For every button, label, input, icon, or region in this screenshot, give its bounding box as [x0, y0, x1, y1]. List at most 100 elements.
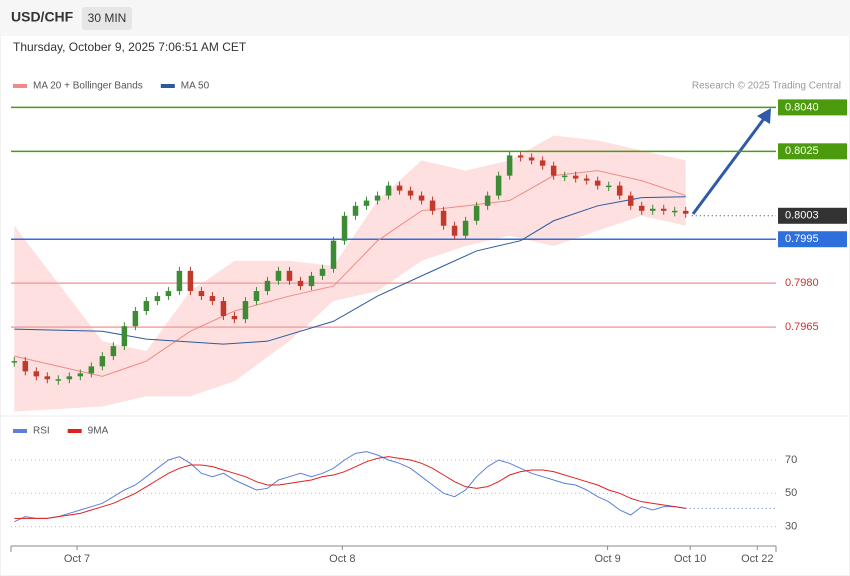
- candle-body: [242, 301, 249, 320]
- candle-body: [319, 268, 326, 276]
- candle-body: [176, 270, 183, 292]
- candle-body: [121, 326, 128, 347]
- candle-body: [165, 291, 172, 297]
- candle-body: [429, 200, 436, 211]
- datetime: Thursday, October 9, 2025 7:06:51 AM CET: [13, 40, 247, 54]
- timeframe-badge[interactable]: [82, 7, 132, 30]
- candle-body: [539, 160, 546, 166]
- rsi-line: [14, 451, 686, 523]
- x-tick-label: Oct 7: [64, 553, 90, 565]
- candle-body: [572, 175, 579, 179]
- candle-body: [638, 205, 645, 211]
- level-label-box: [778, 143, 847, 160]
- candle-body: [330, 240, 337, 269]
- candle-body: [374, 195, 381, 201]
- candle-body: [341, 215, 348, 241]
- candle-body: [583, 178, 590, 181]
- candle-body: [451, 225, 458, 236]
- legend-swatch: [67, 429, 82, 433]
- candle-body: [407, 190, 414, 196]
- legend-swatch: [13, 429, 27, 433]
- y-tick-label: 50: [785, 487, 797, 499]
- candle-body: [396, 185, 403, 191]
- candle-body: [187, 270, 194, 292]
- source: Research © 2025 Trading Central: [692, 81, 841, 92]
- candle-body: [352, 205, 359, 216]
- level-label: 0.8040: [785, 101, 819, 113]
- candle-body: [561, 175, 568, 178]
- candle-body: [462, 220, 469, 236]
- x-tick-label: Oct 8: [329, 553, 355, 565]
- candle-body: [682, 210, 689, 214]
- candle-body: [649, 208, 656, 211]
- level-label: 0.7965: [785, 321, 819, 333]
- level-label-box: [778, 99, 847, 116]
- candle-body: [616, 185, 623, 196]
- candle-body: [418, 195, 425, 201]
- legend-label: 9MA: [88, 426, 109, 437]
- candle-body: [44, 376, 51, 380]
- candle-body: [385, 185, 392, 196]
- candle-body: [440, 210, 447, 226]
- candle-body: [660, 208, 667, 211]
- level-label: 0.8003: [785, 210, 819, 222]
- candle-body: [627, 195, 634, 206]
- y-tick-label: 70: [785, 454, 797, 466]
- candle-body: [308, 275, 315, 287]
- candle-body: [506, 155, 513, 176]
- level-label: 0.7980: [785, 277, 819, 289]
- candle-body: [231, 315, 238, 320]
- x-tick-label: Oct 10: [674, 553, 706, 565]
- projection-arrow: [691, 115, 768, 215]
- candle-body: [198, 291, 205, 297]
- level-label-box: [778, 207, 847, 224]
- candle-body: [154, 296, 161, 302]
- candle-body: [220, 301, 227, 316]
- candle-body: [209, 296, 216, 302]
- ma-line: [14, 196, 686, 345]
- candle-body: [143, 301, 150, 311]
- candle-body: [671, 210, 678, 213]
- y-tick-label: 30: [785, 521, 797, 533]
- x-tick-label: Oct 9: [594, 553, 620, 565]
- candle-body: [66, 376, 73, 380]
- legend-label: MA 50: [181, 81, 210, 92]
- legend-label: MA 20 + Bollinger Bands: [33, 81, 143, 92]
- candle-body: [517, 155, 524, 158]
- candle-body: [275, 270, 282, 281]
- symbol: USD/CHF: [11, 9, 74, 25]
- candle-body: [11, 361, 18, 363]
- candle-body: [253, 291, 260, 302]
- candle-body: [77, 373, 84, 377]
- candle-body: [605, 185, 612, 188]
- candle-body: [484, 195, 491, 206]
- candle-body: [528, 157, 535, 161]
- candle-body: [132, 310, 139, 327]
- candle-body: [99, 356, 106, 367]
- candle-body: [33, 371, 40, 377]
- level-label-box: [778, 231, 847, 248]
- x-tick-label: Oct 22: [741, 553, 773, 565]
- level-label: 0.8025: [785, 145, 819, 157]
- candle-body: [363, 200, 370, 206]
- timeframe[interactable]: 30 MIN: [88, 11, 127, 25]
- candle-body: [297, 280, 304, 287]
- candle-body: [550, 165, 557, 176]
- candle-body: [88, 366, 95, 374]
- level-label: 0.7995: [785, 233, 819, 245]
- ma-line: [14, 170, 686, 377]
- legend-swatch: [13, 84, 27, 88]
- projection-arrowhead: [757, 108, 771, 124]
- candle-body: [594, 180, 601, 186]
- rsi-line: [14, 456, 686, 519]
- bollinger-band: [14, 135, 686, 412]
- legend-swatch: [160, 84, 175, 88]
- candle-body: [473, 205, 480, 221]
- candle-body: [110, 346, 117, 357]
- header-bar: [0, 0, 850, 36]
- candle-body: [286, 270, 293, 281]
- candle-body: [495, 175, 502, 196]
- candle-body: [55, 379, 62, 381]
- legend-label: RSI: [33, 426, 50, 437]
